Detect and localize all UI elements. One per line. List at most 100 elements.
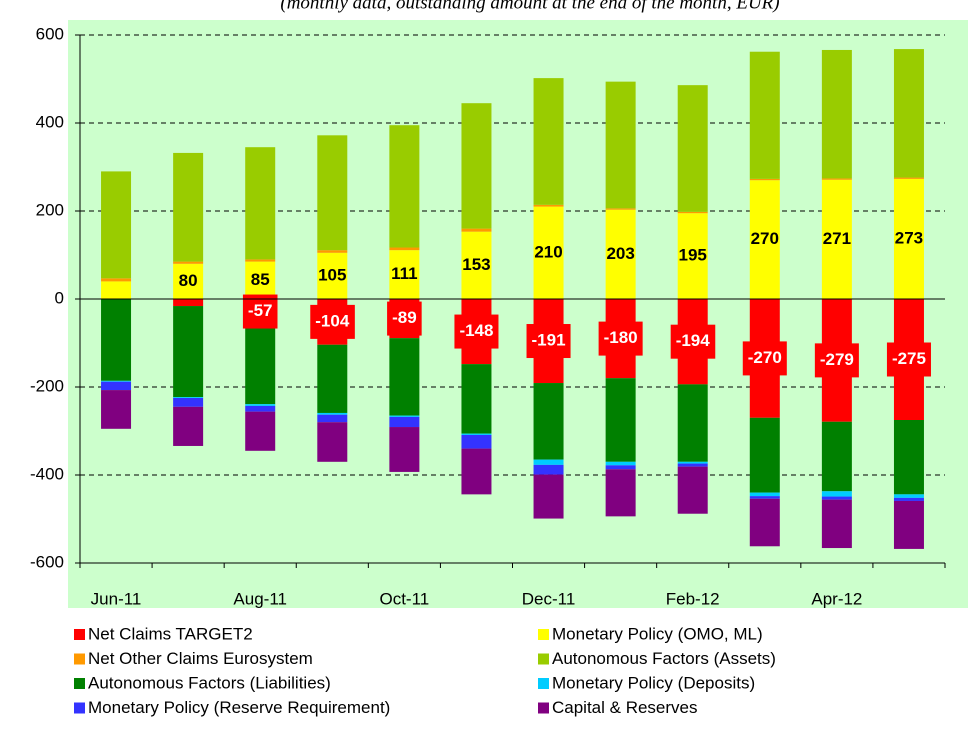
bar-segment (389, 415, 420, 417)
bar-segment (821, 179, 852, 299)
bar-segment (677, 463, 708, 467)
data-label-text: -148 (459, 321, 493, 340)
data-label: 210 (534, 242, 562, 261)
bar-segment (101, 390, 132, 429)
data-label-text: -191 (532, 331, 566, 350)
bar-segment (821, 499, 852, 549)
bar-segment (677, 466, 708, 514)
bar-segment (533, 474, 564, 519)
y-tick-label: 0 (55, 288, 64, 307)
legend-label: Monetary Policy (OMO, ML) (552, 624, 763, 643)
bar-segment (173, 397, 204, 398)
data-label: -279 (814, 343, 859, 378)
bar-segment (317, 344, 348, 413)
bar-segment (821, 178, 852, 180)
legend-label: Capital & Reserves (552, 698, 698, 717)
bar-segment (461, 434, 492, 449)
y-tick-label: 400 (36, 112, 64, 131)
bar-segment (461, 448, 492, 495)
bar-segment (461, 364, 492, 434)
bar-segment (605, 378, 636, 462)
legend-swatch (538, 678, 549, 689)
data-label: -57 (242, 294, 278, 329)
legend-label: Autonomous Factors (Liabilities) (88, 673, 331, 692)
data-label-text: -270 (748, 348, 782, 367)
legend-label: Net Claims TARGET2 (88, 624, 253, 643)
data-label: 111 (391, 264, 418, 283)
bar-segment (749, 51, 780, 179)
data-label-text: 273 (895, 228, 923, 247)
plot-background (68, 20, 968, 608)
bar-segment (893, 178, 924, 299)
legend-swatch (74, 629, 85, 640)
bar-segment (101, 281, 132, 299)
bar-segment (821, 421, 852, 492)
data-label-box (526, 324, 571, 359)
bar-segment (173, 299, 204, 307)
data-label-text: -279 (820, 350, 854, 369)
data-label-box (242, 294, 278, 329)
data-label-text: -180 (604, 328, 638, 347)
data-label: -194 (670, 324, 716, 359)
bar-segment (317, 412, 348, 415)
bar-segment (461, 231, 492, 299)
bar-segment (389, 247, 420, 251)
data-label: -191 (526, 324, 571, 359)
data-label: 203 (606, 244, 634, 263)
data-label-text: -104 (315, 311, 350, 330)
bar-segment (749, 498, 780, 547)
bar-segment (461, 103, 492, 229)
bar-segment (533, 204, 564, 207)
bar-segment (173, 261, 204, 264)
data-label: 80 (179, 271, 198, 290)
bar-segment (749, 417, 780, 493)
data-label: 153 (462, 255, 490, 274)
data-label: 85 (251, 270, 270, 289)
bar-segment (173, 306, 204, 398)
bar-segment (749, 178, 780, 181)
legend-label: Autonomous Factors (Assets) (552, 649, 776, 668)
data-label-box (387, 301, 422, 336)
bar-segment (533, 383, 564, 460)
legend-swatch (538, 653, 549, 665)
bar-segment (677, 85, 708, 212)
x-tick-label: Apr-12 (811, 589, 862, 608)
bar-segment (821, 49, 852, 179)
data-label-text: 153 (462, 255, 490, 274)
bar-segment (389, 416, 420, 428)
data-label-text: -89 (392, 308, 417, 327)
bar-segment (245, 147, 276, 260)
data-label: -275 (886, 342, 931, 377)
y-tick-label: -400 (30, 464, 64, 483)
bar-segment (893, 420, 924, 495)
legend-swatch (74, 678, 85, 689)
bar-segment (749, 492, 780, 497)
legend-swatch (74, 702, 85, 714)
bar-segment (317, 252, 348, 299)
bar-segment (821, 491, 852, 497)
data-label-text: 195 (679, 246, 707, 265)
bar-segment (533, 206, 564, 299)
data-label-box (670, 324, 716, 359)
legend-label: Monetary Policy (Reserve Requirement) (88, 698, 390, 717)
bar-segment (173, 152, 204, 262)
bar-segment (245, 411, 276, 451)
bar-segment (533, 464, 564, 475)
bar-segment (749, 180, 780, 299)
bar-segment (893, 49, 924, 178)
y-tick-label: 600 (36, 24, 64, 43)
bar-segment (101, 299, 132, 381)
y-tick-label: 200 (36, 200, 64, 219)
bar-segment (677, 213, 708, 299)
data-label: 270 (751, 229, 779, 248)
legend-swatch (538, 702, 549, 714)
bar-segment (245, 404, 276, 406)
bar-segment (101, 381, 132, 391)
bar-segment (605, 209, 636, 299)
data-label: -270 (742, 341, 787, 376)
x-tick-label: Feb-12 (666, 589, 720, 608)
data-label: -180 (598, 321, 643, 356)
data-label-box (454, 314, 499, 349)
data-label: -89 (387, 301, 422, 336)
